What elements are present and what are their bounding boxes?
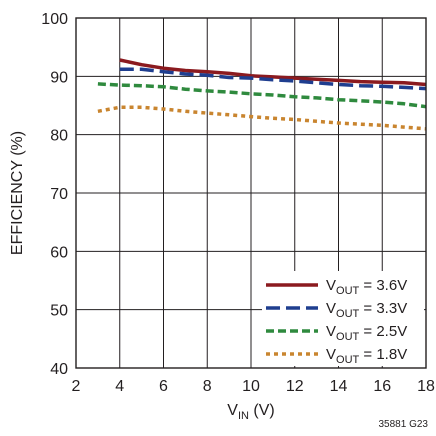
legend-label-1: VOUT = 3.6V xyxy=(326,277,407,297)
legend-label-4: VOUT = 1.8V xyxy=(326,346,407,366)
y-tick-label: 70 xyxy=(50,186,68,203)
y-tick-label: 80 xyxy=(50,128,68,145)
series-line-4 xyxy=(97,105,427,131)
series-line-2 xyxy=(119,67,427,91)
y-tick-label: 60 xyxy=(50,244,68,261)
x-tick-label: 18 xyxy=(417,378,435,395)
x-tick-labels: 2 4 6 8 10 12 14 16 18 xyxy=(72,378,435,395)
y-tick-labels: 40 50 60 70 80 90 100 xyxy=(41,11,68,378)
y-tick-label: 50 xyxy=(50,303,68,320)
series-line-3 xyxy=(97,82,427,109)
x-tick-label: 16 xyxy=(373,378,391,395)
y-axis-label: EFFICIENCY (%) xyxy=(9,131,26,255)
series-lines xyxy=(97,58,427,131)
legend-label-2: VOUT = 3.3V xyxy=(326,300,407,320)
x-tick-label: 6 xyxy=(159,378,168,395)
x-tick-label: 14 xyxy=(330,378,348,395)
y-tick-label: 90 xyxy=(50,69,68,86)
y-tick-label: 100 xyxy=(41,11,68,28)
x-tick-label: 8 xyxy=(203,378,212,395)
x-tick-label: 12 xyxy=(286,378,304,395)
legend-label-3: VOUT = 2.5V xyxy=(326,323,407,343)
x-tick-label: 4 xyxy=(115,378,124,395)
figure-id: 35881 G23 xyxy=(379,419,429,430)
series-line-1 xyxy=(119,58,427,87)
x-tick-label: 10 xyxy=(242,378,260,395)
x-tick-label: 2 xyxy=(72,378,81,395)
legend-background xyxy=(262,271,424,366)
x-axis-label: VIN (V) xyxy=(227,402,274,422)
legend: VOUT = 3.6V VOUT = 3.3V VOUT = 2.5V VOUT = … xyxy=(262,271,424,366)
y-tick-label: 40 xyxy=(50,361,68,378)
plot-frame xyxy=(75,17,427,369)
